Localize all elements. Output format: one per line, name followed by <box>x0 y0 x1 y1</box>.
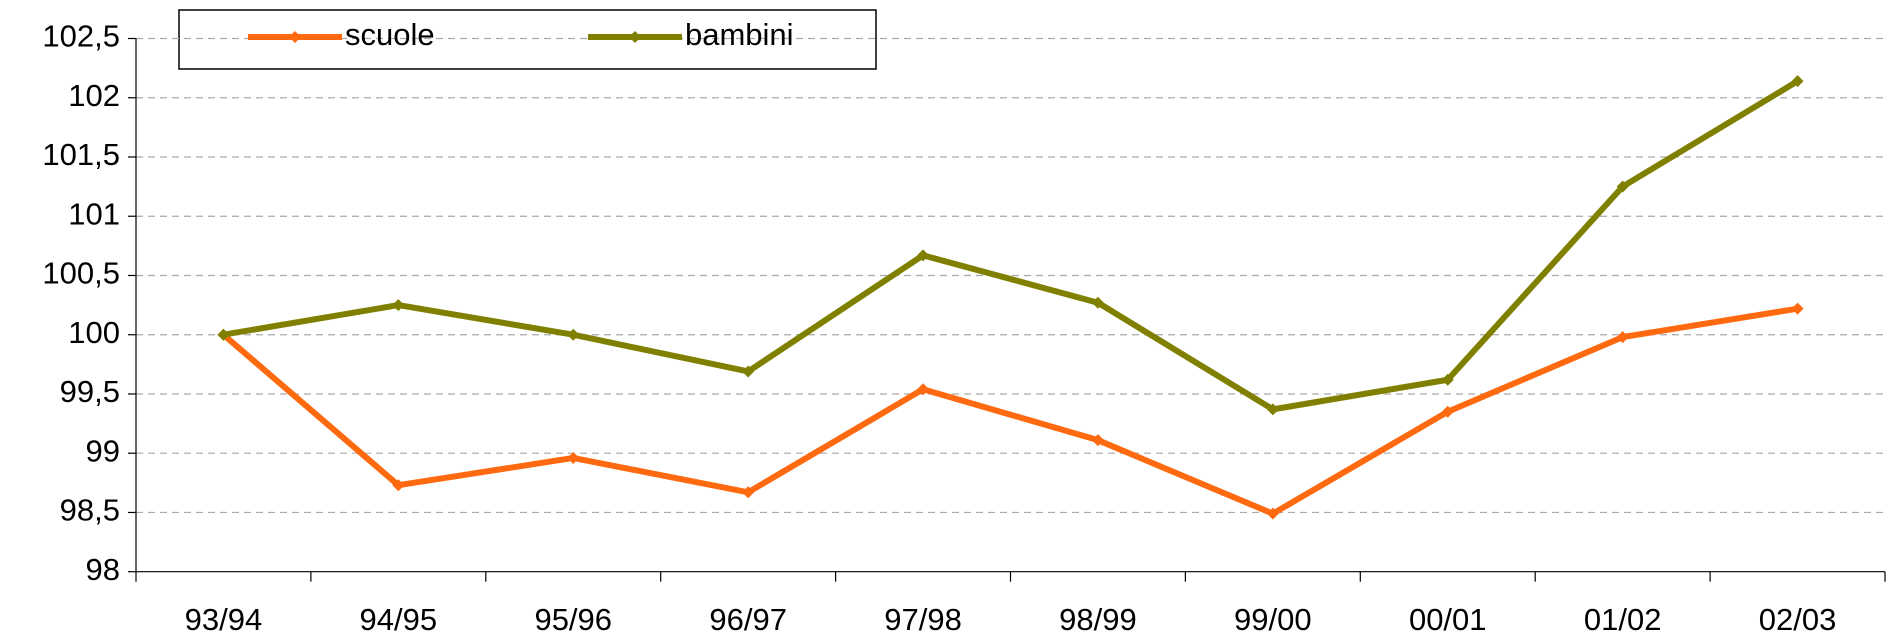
y-tick-label: 102,5 <box>42 19 120 54</box>
marker <box>1616 180 1629 193</box>
marker <box>392 299 405 312</box>
marker <box>1091 296 1104 309</box>
y-tick-label: 102 <box>68 78 120 113</box>
legend-label: bambini <box>685 17 794 52</box>
marker <box>917 249 930 262</box>
marker <box>1266 403 1279 416</box>
marker <box>567 328 580 341</box>
y-tick-label: 98 <box>86 552 120 587</box>
line <box>222 78 1800 413</box>
y-tick-label: 99,5 <box>60 374 120 409</box>
marker <box>1791 75 1804 88</box>
marker <box>1616 331 1629 344</box>
x-tick-label: 97/98 <box>884 602 962 635</box>
legend-label: scuole <box>345 17 435 52</box>
y-tick-label: 100 <box>68 315 120 350</box>
marker <box>1441 405 1454 418</box>
marker <box>742 486 755 499</box>
marker <box>567 451 580 464</box>
x-tick-label: 96/97 <box>709 602 787 635</box>
marker <box>742 365 755 378</box>
marker <box>392 479 405 492</box>
y-tick-label: 100,5 <box>42 256 120 291</box>
x-tick-label: 00/01 <box>1409 602 1487 635</box>
legend-marker <box>289 31 301 43</box>
y-tick-label: 98,5 <box>60 493 120 528</box>
marker <box>1791 302 1804 315</box>
marker <box>1441 373 1454 386</box>
y-tick-label: 101 <box>68 196 120 231</box>
marker <box>1266 507 1279 520</box>
y-tick-label: 101,5 <box>42 137 120 172</box>
x-tick-label: 02/03 <box>1759 602 1837 635</box>
x-tick-label: 94/95 <box>360 602 438 635</box>
x-tick-label: 01/02 <box>1584 602 1662 635</box>
x-tick-label: 93/94 <box>185 602 263 635</box>
line <box>221 305 1799 517</box>
x-tick-label: 98/99 <box>1059 602 1137 635</box>
marker <box>917 383 930 396</box>
x-tick-label: 99/00 <box>1234 602 1312 635</box>
marker <box>1091 434 1104 447</box>
x-tick-label: 95/96 <box>534 602 612 635</box>
y-tick-label: 99 <box>86 433 120 468</box>
legend-marker <box>629 31 641 43</box>
marker <box>217 328 230 341</box>
